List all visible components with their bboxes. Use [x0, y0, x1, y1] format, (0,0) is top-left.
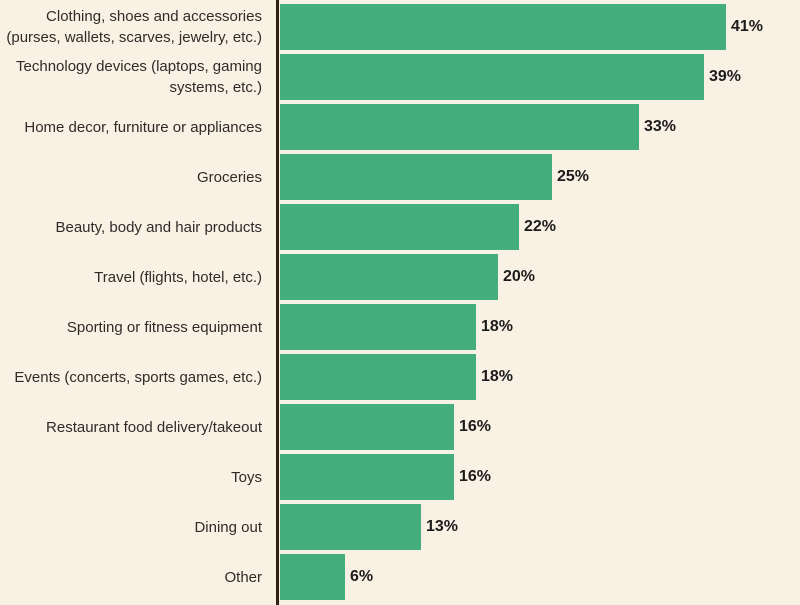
- chart-row: Clothing, shoes and accessories (purses,…: [0, 2, 800, 52]
- value-label: 16%: [459, 468, 492, 485]
- value-label: 39%: [709, 68, 742, 85]
- bar-area: 6%: [280, 552, 800, 602]
- chart-row: Beauty, body and hair products 22%: [0, 202, 800, 252]
- y-axis-line: [276, 0, 279, 605]
- bar-area: 18%: [280, 302, 800, 352]
- value-label: 22%: [524, 218, 557, 235]
- chart-row: Groceries 25%: [0, 152, 800, 202]
- value-label: 18%: [481, 368, 514, 385]
- bar: [280, 104, 639, 150]
- chart-row: Toys 16%: [0, 452, 800, 502]
- category-label: Other: [224, 568, 262, 586]
- bar: [280, 554, 345, 600]
- bar-area: 33%: [280, 102, 800, 152]
- chart-row: Travel (flights, hotel, etc.) 20%: [0, 252, 800, 302]
- value-label: 25%: [557, 168, 590, 185]
- category-label: Toys: [231, 468, 262, 486]
- category-label: Clothing, shoes and accessories (purses,…: [6, 8, 262, 46]
- category-label: Events (concerts, sports games, etc.): [14, 368, 262, 386]
- value-label: 33%: [644, 118, 677, 135]
- chart-row: Home decor, furniture or appliances 33%: [0, 102, 800, 152]
- bar: [280, 304, 476, 350]
- bar-area: 16%: [280, 452, 800, 502]
- bar: [280, 4, 726, 50]
- bar-area: 25%: [280, 152, 800, 202]
- bar-area: 39%: [280, 52, 800, 102]
- bar: [280, 204, 519, 250]
- category-label: Restaurant food delivery/takeout: [46, 418, 262, 436]
- value-label: 41%: [731, 18, 764, 35]
- bar-area: 16%: [280, 402, 800, 452]
- bar: [280, 54, 704, 100]
- value-label: 13%: [426, 518, 459, 535]
- bar-area: 20%: [280, 252, 800, 302]
- category-label: Sporting or fitness equipment: [66, 318, 262, 336]
- bar-area: 13%: [280, 502, 800, 552]
- category-label: Groceries: [196, 168, 262, 186]
- chart-row: Other 6%: [0, 552, 800, 602]
- bar: [280, 404, 454, 450]
- chart-row: Restaurant food delivery/takeout 16%: [0, 402, 800, 452]
- category-label: Technology devices (laptops, gaming syst…: [16, 58, 262, 96]
- bar: [280, 154, 552, 200]
- bar-area: 18%: [280, 352, 800, 402]
- bar: [280, 504, 421, 550]
- bar: [280, 254, 498, 300]
- bar-area: 22%: [280, 202, 800, 252]
- category-label: Beauty, body and hair products: [55, 218, 262, 236]
- chart-row: Technology devices (laptops, gaming syst…: [0, 52, 800, 102]
- chart-row: Dining out 13%: [0, 502, 800, 552]
- category-label: Home decor, furniture or appliances: [24, 118, 262, 136]
- value-label: 18%: [481, 318, 514, 335]
- value-label: 16%: [459, 418, 492, 435]
- chart-row: Sporting or fitness equipment 18%: [0, 302, 800, 352]
- chart-row: Events (concerts, sports games, etc.) 18%: [0, 352, 800, 402]
- category-label: Travel (flights, hotel, etc.): [94, 268, 262, 286]
- value-label: 6%: [350, 568, 374, 585]
- category-label: Dining out: [194, 518, 262, 536]
- bar: [280, 354, 476, 400]
- value-label: 20%: [503, 268, 536, 285]
- bar: [280, 454, 454, 500]
- bar-area: 41%: [280, 2, 800, 52]
